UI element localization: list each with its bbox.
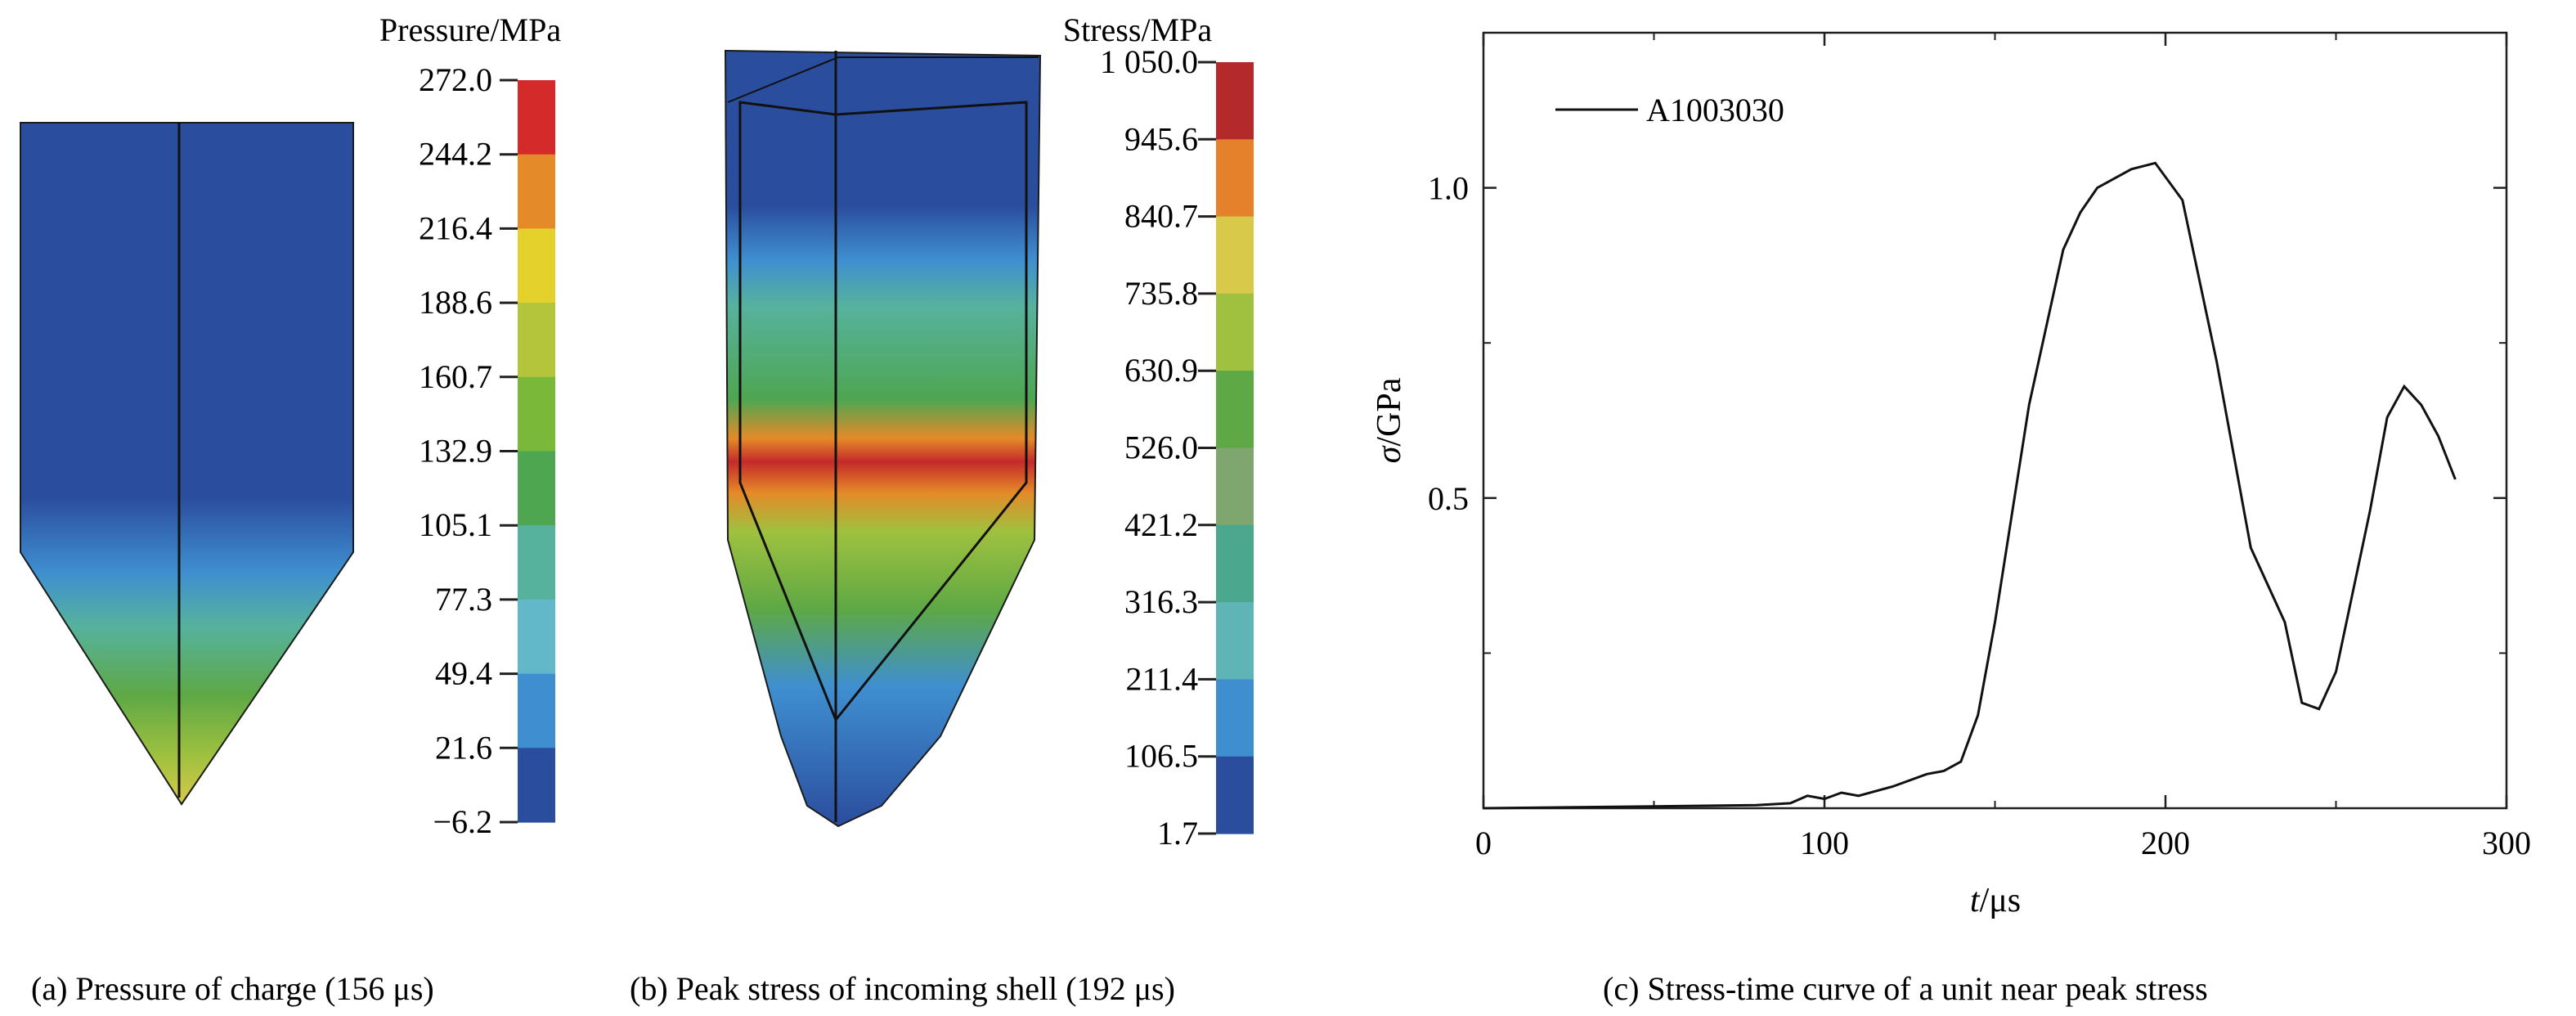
colorbar-b-swatch <box>1216 371 1254 449</box>
y-axis: 0.5 1.0 <box>1428 170 2506 654</box>
y-tick-label: 1.0 <box>1428 170 1469 207</box>
axis-label-unit: /μs <box>1980 882 2022 919</box>
colorbar-a-tick-label: −6.2 <box>433 803 492 840</box>
colorbar-b-tick-label: 316.3 <box>1124 583 1198 620</box>
shell-model-b <box>724 49 1042 828</box>
axis-label-unit: /GPa <box>1371 377 1408 446</box>
colorbar-b-tick-label: 945.6 <box>1124 120 1198 157</box>
colorbar-a-tick-label: 216.4 <box>419 209 492 246</box>
line-chart-c: 0 100 200 300 0.5 1.0 A1003030 σ/GPa t/μs <box>1371 31 2531 919</box>
colorbar-b-swatch <box>1216 62 1254 140</box>
colorbar-b-swatch <box>1216 216 1254 294</box>
colorbar-b-tick-label: 526.0 <box>1124 429 1198 466</box>
colorbar-b-swatch <box>1216 679 1254 758</box>
caption-a: (a) Pressure of charge (156 μs) <box>31 970 434 1007</box>
colorbar-b-swatch <box>1216 139 1254 218</box>
colorbar-a-swatch <box>518 451 555 526</box>
colorbar-b-swatch <box>1216 524 1254 603</box>
axis-label-symbol: σ <box>1371 444 1408 463</box>
colorbar-b-tick-label: 211.4 <box>1125 660 1198 697</box>
caption-c: (c) Stress-time curve of a unit near pea… <box>1603 970 2208 1007</box>
colorbar-b-title: Stress/MPa <box>1063 11 1212 48</box>
colorbar-a-tick-label: 244.2 <box>419 136 492 173</box>
colorbar-a-title: Pressure/MPa <box>379 11 561 48</box>
plot-frame <box>1482 31 2508 810</box>
colorbar-b-tick-label: 106.5 <box>1124 738 1198 775</box>
colorbar-a-tick-label: 105.1 <box>419 506 492 543</box>
colorbar-b-tick-label: 735.8 <box>1124 275 1198 312</box>
x-tick-label: 300 <box>2482 825 2531 861</box>
colorbar-a: Pressure/MPa 272.0 244.2 216.4 188.6 160.7 132… <box>379 11 561 840</box>
y-tick-label: 0.5 <box>1428 480 1469 517</box>
x-tick-label: 0 <box>1475 825 1492 861</box>
colorbar-b-swatch <box>1216 756 1254 834</box>
colorbar-b-swatch <box>1216 447 1254 526</box>
colorbar-b-tick-label: 630.9 <box>1124 352 1198 389</box>
series-line-A1003030 <box>1483 161 2457 810</box>
colorbar-a-swatch <box>518 154 555 229</box>
axis-label-symbol: t <box>1970 882 1981 919</box>
x-axis: 0 100 200 300 <box>1475 33 2531 861</box>
colorbar-b-swatch <box>1216 293 1254 371</box>
colorbar-b-tick-label: 1 050.0 <box>1100 43 1198 80</box>
colorbar-b-swatch <box>1216 602 1254 680</box>
y-axis-label: σ/GPa <box>1371 377 1408 463</box>
colorbar-a-tick-label: 188.6 <box>419 284 492 321</box>
colorbar-b-tick-label: 840.7 <box>1124 198 1198 235</box>
colorbar-a-swatch <box>518 525 555 600</box>
colorbar-a-swatch <box>518 80 555 155</box>
colorbar-a-swatch <box>518 599 555 675</box>
legend-label: A1003030 <box>1646 92 1784 128</box>
colorbar-a-swatch <box>518 303 555 378</box>
x-tick-label: 200 <box>2141 825 2190 861</box>
colorbar-a-tick-label: 77.3 <box>435 581 492 618</box>
x-tick-label: 100 <box>1800 825 1849 861</box>
colorbar-a-swatch <box>518 376 555 452</box>
colorbar-a-tick-label: 49.4 <box>435 655 492 692</box>
colorbar-a-swatch <box>518 673 555 749</box>
charge-body <box>20 122 354 806</box>
colorbar-a-tick-label: 160.7 <box>419 358 492 395</box>
charge-model-a <box>20 122 354 806</box>
colorbar-a-tick-label: 132.9 <box>419 433 492 470</box>
colorbar-a-tick-label: 21.6 <box>435 729 492 766</box>
colorbar-b-tick-label: 1.7 <box>1157 815 1198 852</box>
shell-cap-line <box>727 56 1039 103</box>
caption-b: (b) Peak stress of incoming shell (192 μ… <box>630 970 1175 1007</box>
colorbar-b-tick-label: 421.2 <box>1124 506 1198 543</box>
colorbar-a-swatch <box>518 748 555 823</box>
shell-body <box>724 49 1042 828</box>
x-axis-label: t/μs <box>1970 882 2021 919</box>
colorbar-a-tick-label: 272.0 <box>419 61 492 98</box>
colorbar-a-swatch <box>518 228 555 303</box>
